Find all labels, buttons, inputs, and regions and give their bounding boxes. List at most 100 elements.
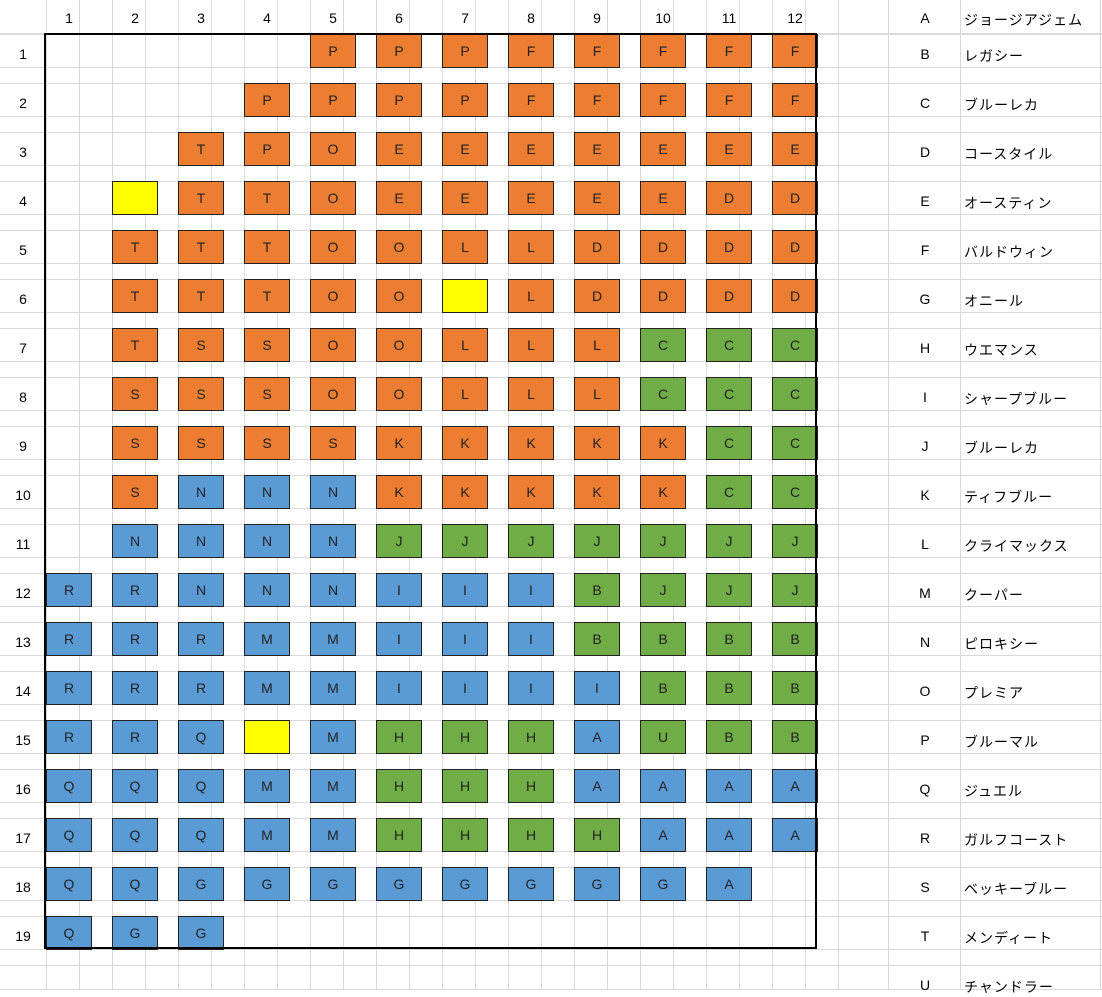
- plot-cell: T: [244, 181, 290, 215]
- column-header: 8: [527, 10, 535, 26]
- plot-cell: O: [310, 377, 356, 411]
- plot-cell: I: [442, 671, 488, 705]
- plot-cell: N: [310, 524, 356, 558]
- plot-cell: M: [310, 671, 356, 705]
- plot-cell: C: [772, 377, 818, 411]
- legend-variety-name: プレミア: [964, 685, 1024, 701]
- legend-key: P: [920, 732, 930, 748]
- plot-cell: F: [508, 34, 554, 68]
- plot-cell: R: [46, 573, 92, 607]
- row-header: 9: [19, 438, 27, 454]
- plot-cell: N: [112, 524, 158, 558]
- legend-key: G: [919, 291, 931, 307]
- row-header: 3: [19, 144, 27, 160]
- plot-cell: L: [574, 328, 620, 362]
- plot-cell: T: [112, 328, 158, 362]
- plot-cell: H: [442, 769, 488, 803]
- plot-cell: K: [508, 475, 554, 509]
- plot-cell: B: [574, 622, 620, 656]
- legend-key: L: [921, 536, 929, 552]
- legend-variety-name: レガシー: [964, 48, 1024, 64]
- plot-cell: M: [244, 622, 290, 656]
- plot-cell: Q: [112, 867, 158, 901]
- legend-variety-name: クライマックス: [964, 538, 1069, 554]
- plot-cell: B: [574, 573, 620, 607]
- plot-cell: H: [574, 818, 620, 852]
- plot-cell: N: [178, 475, 224, 509]
- plot-cell: R: [46, 622, 92, 656]
- plot-cell: T: [112, 230, 158, 264]
- plot-cell: A: [706, 867, 752, 901]
- plot-cell: M: [310, 769, 356, 803]
- plot-cell: H: [376, 769, 422, 803]
- plot-cell: M: [244, 769, 290, 803]
- plot-cell: G: [640, 867, 686, 901]
- plot-cell: C: [706, 475, 752, 509]
- plot-cell: I: [376, 622, 422, 656]
- legend-key: Q: [919, 781, 931, 797]
- plot-cell: P: [376, 83, 422, 117]
- plot-cell: O: [310, 230, 356, 264]
- plot-cell: A: [706, 818, 752, 852]
- plot-cell: Q: [46, 867, 92, 901]
- plot-cell: S: [178, 377, 224, 411]
- plot-cell: D: [706, 181, 752, 215]
- plot-cell: I: [442, 573, 488, 607]
- plot-cell: J: [574, 524, 620, 558]
- plot-cell: D: [772, 230, 818, 264]
- plot-cell: C: [772, 328, 818, 362]
- plot-cell: R: [178, 671, 224, 705]
- field-plot-border: [44, 33, 817, 949]
- legend-key: O: [919, 683, 931, 699]
- legend-variety-name: ウエマンス: [964, 342, 1039, 358]
- plot-cell: G: [310, 867, 356, 901]
- plot-cell: P: [310, 83, 356, 117]
- plot-cell: E: [772, 132, 818, 166]
- legend-variety-name: ピロキシー: [964, 636, 1039, 652]
- plot-cell: D: [574, 230, 620, 264]
- row-header: 2: [19, 95, 27, 111]
- plot-cell: H: [508, 720, 554, 754]
- plot-cell: R: [112, 720, 158, 754]
- plot-cell: T: [178, 230, 224, 264]
- plot-cell: S: [244, 377, 290, 411]
- plot-cell: G: [508, 867, 554, 901]
- plot-cell: N: [178, 524, 224, 558]
- row-header: 14: [15, 683, 31, 699]
- plot-cell: M: [310, 622, 356, 656]
- plot-cell: I: [574, 671, 620, 705]
- plot-cell: H: [442, 720, 488, 754]
- plot-cell: Q: [46, 916, 92, 950]
- plot-cell: A: [772, 818, 818, 852]
- legend-variety-name: ベッキーブルー: [964, 881, 1069, 897]
- legend-variety-name: オニール: [964, 293, 1024, 309]
- column-header: 5: [329, 10, 337, 26]
- plot-cell: F: [508, 83, 554, 117]
- plot-cell: L: [508, 377, 554, 411]
- plot-cell: K: [574, 426, 620, 460]
- plot-cell: L: [508, 279, 554, 313]
- plot-cell: K: [376, 475, 422, 509]
- row-header: 18: [15, 879, 31, 895]
- plot-cell: D: [772, 181, 818, 215]
- plot-cell: O: [310, 279, 356, 313]
- plot-cell: L: [574, 377, 620, 411]
- plot-cell: O: [376, 230, 422, 264]
- plot-cell: Q: [178, 818, 224, 852]
- plot-cell: P: [442, 34, 488, 68]
- plot-cell: A: [574, 769, 620, 803]
- legend-variety-name: ガルフコースト: [964, 832, 1069, 848]
- plot-cell: O: [376, 279, 422, 313]
- plot-cell: S: [244, 328, 290, 362]
- legend-key: F: [920, 242, 930, 258]
- legend-key: J: [921, 438, 929, 454]
- legend-variety-name: ジョージアジェム: [964, 12, 1084, 28]
- plot-cell: K: [442, 426, 488, 460]
- plot-cell: H: [508, 818, 554, 852]
- plot-cell: T: [244, 230, 290, 264]
- plot-cell: M: [244, 818, 290, 852]
- plot-cell: K: [640, 475, 686, 509]
- plot-cell: R: [112, 573, 158, 607]
- row-header: 5: [19, 242, 27, 258]
- plot-cell: T: [178, 132, 224, 166]
